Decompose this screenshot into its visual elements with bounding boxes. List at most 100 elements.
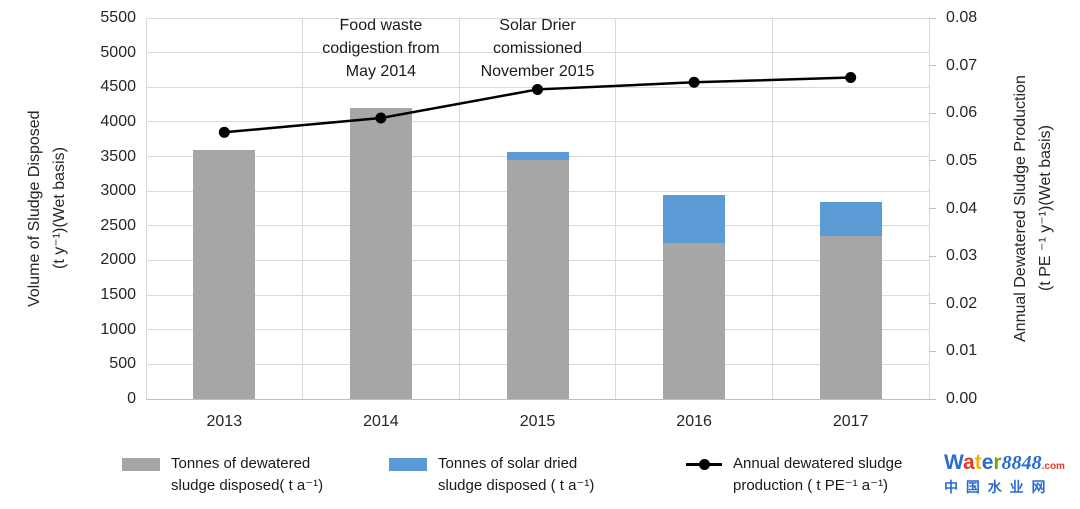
watermark-letter: e — [981, 451, 994, 474]
left-axis-tick-label: 3000 — [100, 182, 136, 200]
right-axis-tick-label: 0.00 — [946, 390, 978, 407]
watermark-brand-domain: .com — [1041, 461, 1065, 472]
legend-label: Tonnes of dewatered sludge disposed( t a… — [171, 453, 323, 497]
legend-item-dewatered-sludge: Tonnes of dewatered sludge disposed( t a… — [122, 453, 323, 497]
right-axis-title-line2: (t PE ⁻¹ y⁻¹)(Wet basis) — [1037, 125, 1054, 292]
bar-dewatered-sludge — [193, 149, 256, 399]
legend-label-line2: sludge disposed( t a⁻¹) — [171, 477, 324, 494]
right-axis-tick-label: 0.02 — [946, 294, 978, 312]
legend-dot-icon — [699, 459, 710, 470]
gridline-horizontal — [146, 17, 929, 19]
annotation-line: codigestion from — [322, 40, 440, 57]
gridline-vertical — [615, 18, 617, 399]
right-axis-tick-label: 0.04 — [946, 199, 978, 217]
gridline-horizontal — [146, 52, 929, 54]
bar-dewatered-sludge — [349, 108, 412, 399]
watermark-brand: Water8848.com — [944, 452, 1074, 478]
annotation-2014: Food waste codigestion from May 2014 — [276, 14, 486, 83]
bar-dewatered-sludge — [819, 236, 882, 399]
left-axis-tick-label: 2000 — [100, 251, 136, 269]
data-point-marker — [375, 112, 387, 124]
right-axis-tick-mark — [929, 398, 936, 400]
annotation-line: Food waste — [339, 17, 423, 34]
x-axis-category-label: 2017 — [832, 413, 869, 430]
data-point-marker — [688, 76, 700, 88]
right-axis-tick-mark — [929, 255, 936, 257]
right-axis-title-line1: Annual Dewatered Sludge Production — [1012, 75, 1029, 342]
data-point-marker — [845, 72, 857, 84]
line-series — [218, 72, 857, 138]
watermark-letter: W — [944, 451, 964, 474]
right-axis-tick-label: 0.08 — [946, 9, 978, 26]
right-axis-tick-mark — [929, 160, 936, 162]
x-axis-category-label: 2014 — [363, 413, 399, 430]
left-axis-tick-label: 4500 — [100, 78, 136, 96]
left-axis-tick-label: 1000 — [100, 320, 136, 338]
right-axis-tick-mark — [929, 303, 936, 305]
right-axis-tick-label: 0.03 — [946, 247, 978, 265]
bar-dewatered-sludge — [506, 160, 569, 399]
annotation-line: May 2014 — [345, 63, 417, 80]
legend-swatch-blue-bar — [389, 458, 427, 471]
gridline-vertical — [145, 18, 147, 399]
right-axis-tick-label: 0.06 — [946, 104, 978, 122]
right-axis-tick-mark — [929, 112, 936, 114]
data-point-marker — [532, 83, 543, 95]
legend-label-line2: sludge disposed ( t a⁻¹) — [438, 477, 595, 494]
right-axis-tick-mark — [929, 17, 936, 19]
gridline-vertical — [771, 18, 773, 399]
left-axis-tick-label: 0 — [127, 390, 136, 407]
x-axis-category-label: 2015 — [519, 413, 556, 430]
legend-item-sludge-production: Annual dewatered sludge production ( t P… — [686, 453, 902, 497]
x-axis-category-label: 2016 — [676, 413, 712, 430]
left-axis-title-line1: Volume of Sludge Disposed — [26, 110, 43, 307]
legend-label: Annual dewatered sludge production ( t P… — [733, 453, 902, 497]
right-axis-tick-mark — [929, 65, 936, 67]
annotation-line: November 2015 — [480, 63, 595, 80]
x-axis-category-label: 2013 — [206, 413, 243, 430]
data-point-marker — [218, 126, 230, 138]
watermark-brand-number: 8848 — [1001, 452, 1042, 474]
left-axis-tick-label: 500 — [109, 355, 136, 373]
left-axis-title: Volume of Sludge Disposed (t y⁻¹)(Wet ba… — [22, 18, 72, 399]
watermark-subtitle: 中 国 水 业 网 — [944, 479, 1048, 495]
legend-label-line1: Tonnes of dewatered — [171, 455, 311, 472]
legend-line-dot-marker — [686, 453, 722, 475]
watermark-brand-letters: Water — [944, 451, 1002, 474]
watermark-letter: t — [974, 451, 982, 474]
gridline-vertical — [458, 18, 460, 399]
right-axis-tick-mark — [929, 350, 936, 352]
right-axis-tick-label: 0.05 — [946, 151, 978, 169]
gridline-horizontal — [146, 121, 929, 123]
bar-dewatered-sludge — [663, 243, 726, 399]
legend-label-line1: Annual dewatered sludge — [733, 455, 903, 472]
right-axis-tick-mark — [929, 208, 936, 209]
bar-solar-dried-sludge — [819, 201, 882, 237]
right-axis-tick-label: 0.01 — [946, 342, 978, 360]
watermark-water8848: Water8848.com 中 国 水 业 网 — [944, 452, 1074, 496]
left-axis-tick-label: 4000 — [100, 112, 136, 130]
gridline-vertical — [302, 18, 304, 399]
watermark-letter: r — [993, 451, 1002, 474]
x-axis-line — [146, 399, 935, 400]
right-axis-tick-label: 0.07 — [946, 56, 978, 74]
left-axis-tick-label: 2500 — [100, 216, 136, 234]
bar-solar-dried-sludge — [506, 151, 569, 160]
legend-label-line2: production ( t PE⁻¹ a⁻¹) — [733, 477, 889, 494]
right-axis-title: Annual Dewatered Sludge Production (t PE… — [1008, 18, 1058, 399]
legend-item-solar-dried-sludge: Tonnes of solar dried sludge disposed ( … — [389, 453, 594, 497]
left-axis-tick-label: 5500 — [100, 9, 136, 26]
legend-label: Tonnes of solar dried sludge disposed ( … — [438, 453, 594, 497]
legend-label-line1: Tonnes of solar dried — [438, 455, 578, 472]
left-axis-tick-label: 1500 — [100, 286, 136, 304]
legend-swatch-gray-bar — [122, 458, 160, 471]
annotation-2015: Solar Drier comissioned November 2015 — [433, 14, 643, 83]
left-axis-tick-label: 5000 — [100, 43, 136, 61]
watermark-letter: a — [963, 451, 975, 474]
left-axis-title-line2: (t y⁻¹)(Wet basis) — [51, 147, 68, 270]
annotation-line: comissioned — [493, 40, 582, 57]
annotation-line: Solar Drier — [499, 17, 576, 34]
left-axis-tick-label: 3500 — [100, 147, 136, 165]
bar-solar-dried-sludge — [663, 194, 726, 244]
